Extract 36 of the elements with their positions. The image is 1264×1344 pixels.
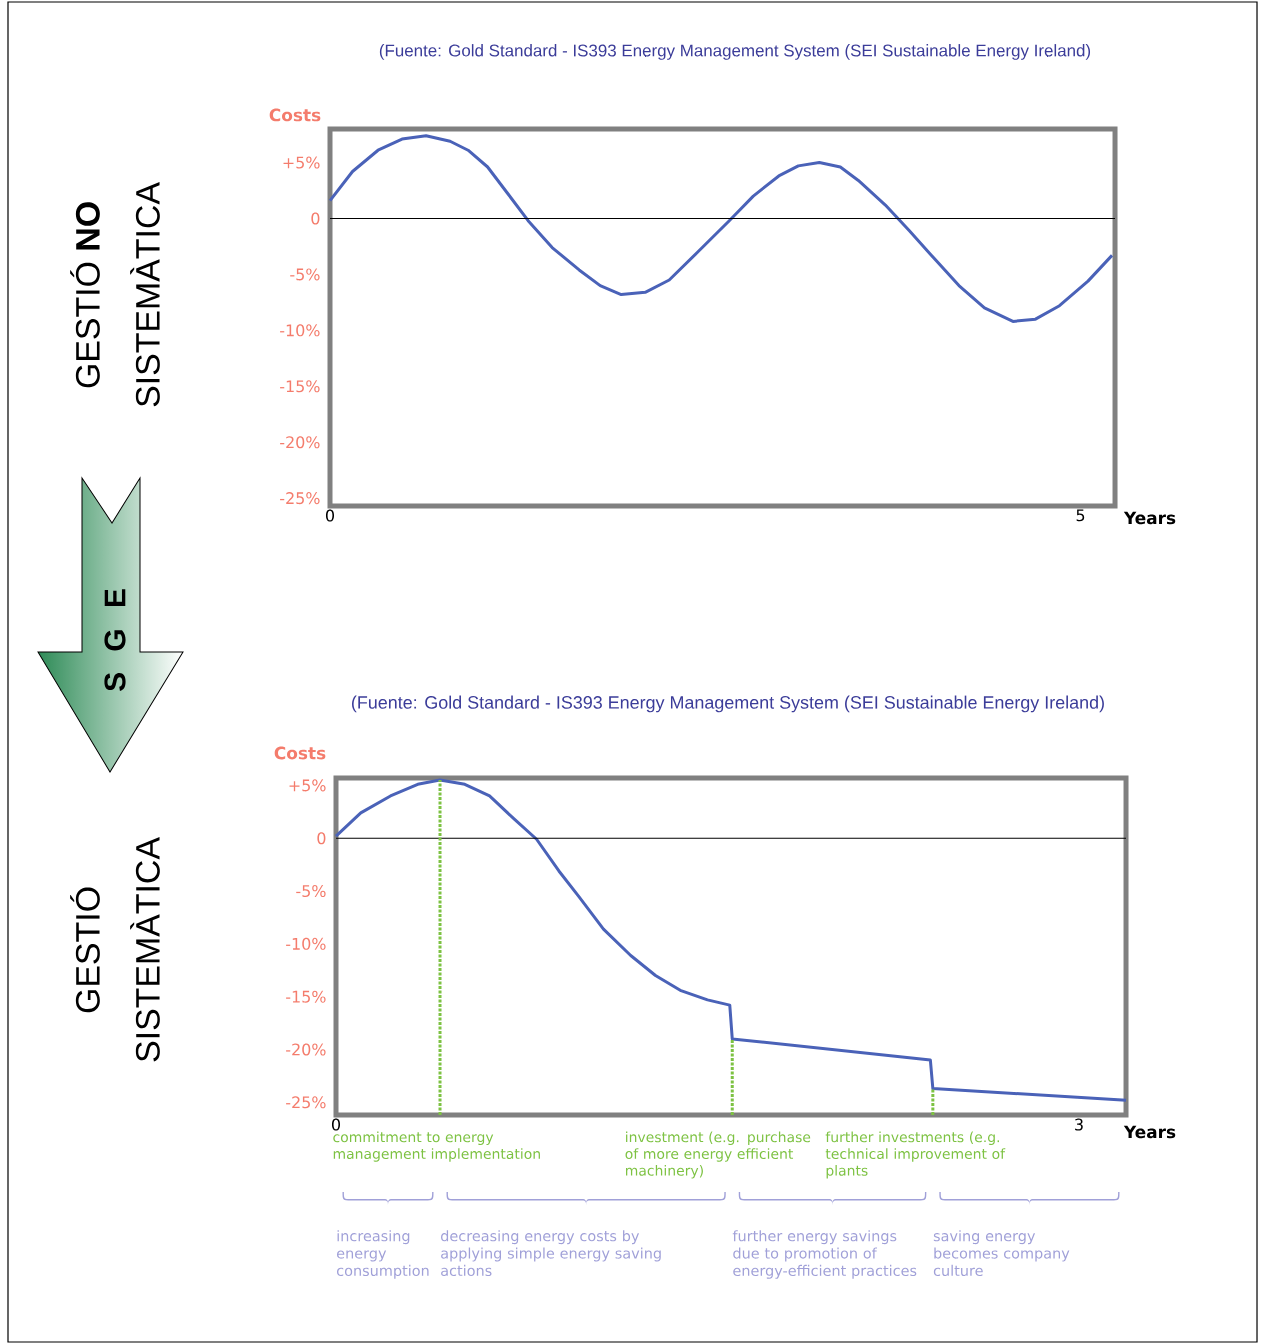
x-tick-label: 3 [1075, 1118, 1083, 1131]
x-axis-title: Years [1123, 1125, 1176, 1139]
text: saving energy becomes company culture [933, 1230, 1070, 1277]
chart-title: (Fuente: Gold Standard - IS393 Energy Management System (SEI Sustainable Energy Ireland) [351, 695, 1104, 713]
y-tick-label: +5% [283, 156, 320, 169]
text: increasing energy consumption [337, 1230, 429, 1279]
text: further energy savings due to promotion of energy-efficient practices [732, 1230, 917, 1279]
y-tick-label: 0 [317, 832, 326, 845]
text: decreasing energy costs by applying simple energy saving actions [441, 1230, 661, 1277]
y-tick-label: -15% [280, 380, 320, 393]
text: SISTEMÀTICA [130, 182, 160, 407]
y-tick-label: -15% [286, 990, 326, 1003]
y-tick-label: -5% [290, 268, 320, 281]
ref-line-label: investment (e.g. purchase of more energy efficient machinery) [625, 1131, 811, 1179]
ref-line-label: further investments (e.g. technical improvement of plants [825, 1131, 1006, 1179]
y-axis-title: Costs [269, 108, 321, 122]
y-tick-label: -25% [280, 492, 320, 505]
y-tick-label: -5% [296, 885, 326, 898]
y-tick-label: +5% [289, 779, 326, 792]
y-tick-label: -25% [286, 1096, 326, 1109]
y-tick-label: -10% [280, 324, 320, 337]
x-tick-label: 5 [1076, 509, 1085, 522]
text: GESTIÓ [70, 887, 100, 1013]
line-series [334, 778, 1128, 1102]
text: GESTIÓ NO [70, 202, 100, 388]
y-tick-label: -10% [286, 937, 326, 950]
y-axis-title: Costs [274, 746, 326, 760]
y-tick-label: -20% [280, 436, 320, 449]
y-tick-label: 0 [311, 212, 320, 225]
x-axis-title: Years [1123, 511, 1176, 525]
chart-title: (Fuente: Gold Standard - IS393 Energy Management System (SEI Sustainable Energy Ireland) [379, 44, 1091, 60]
y-tick-label: -20% [286, 1043, 326, 1056]
text: SISTEMÀTICA [130, 837, 160, 1062]
ref-line-label: commitment to energy management implementation [333, 1131, 540, 1162]
text: S G E [104, 589, 126, 691]
line-series [328, 134, 1114, 323]
